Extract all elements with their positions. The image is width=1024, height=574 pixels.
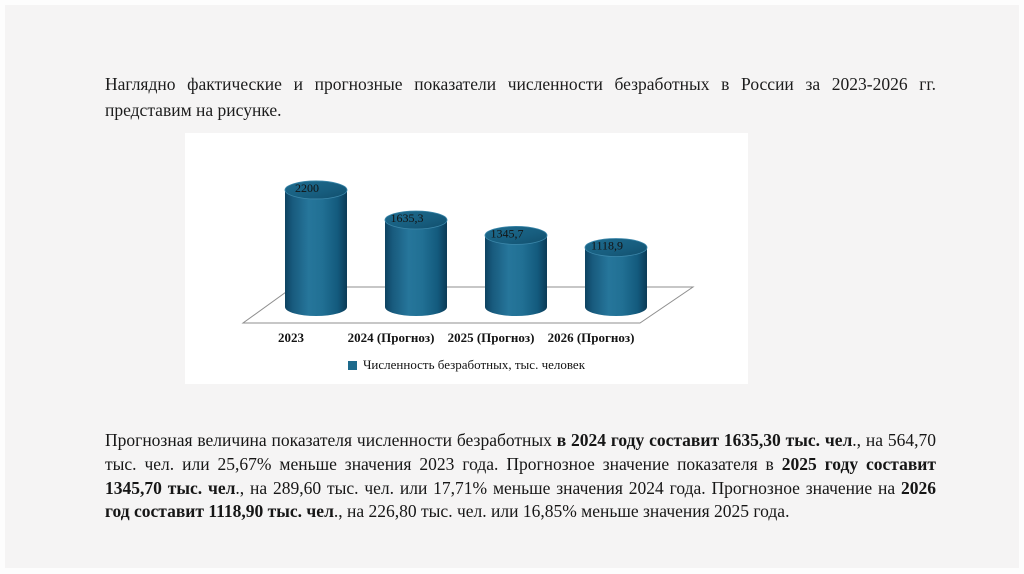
bar-value-label: 2200 — [295, 181, 319, 195]
analysis-run: ., на 226,80 тыс. чел. или 16,85% меньше… — [333, 501, 790, 522]
category-label: 2024 (Прогноз) — [348, 330, 435, 345]
cylinder-top — [284, 180, 348, 200]
legend-marker-square — [347, 360, 357, 370]
analysis-run-bold: 2025 году составит 1345,70 тыс. чел — [105, 453, 936, 498]
cylinder-body — [485, 235, 547, 316]
analysis-run-bold: в 2024 году составит 1635,30 тыс. чел — [556, 430, 853, 450]
cylinder-body — [285, 189, 347, 316]
analysis-run-bold: 2026 год составит 1118,90 тыс. чел — [105, 477, 936, 522]
category-label: 2026 (Прогноз) — [548, 330, 635, 345]
cylinder-top — [584, 238, 648, 257]
analysis-run: ., на 289,60 тыс. чел. или 17,71% меньше… — [235, 477, 901, 498]
bar-value-label: 1345,7 — [491, 226, 524, 240]
chart-legend: Численность безработных, тыс. человек — [185, 357, 748, 373]
analysis-run: Прогнозная величина показателя численнос… — [105, 430, 557, 450]
bar-value-label: 1118,9 — [591, 238, 623, 252]
cylinder-bar-2025 (Прогноз): 1345,7 — [484, 226, 548, 316]
chart-floor — [241, 286, 695, 324]
intro-paragraph: Наглядно фактические и прогнозные показа… — [105, 74, 936, 120]
cylinder-bar-2023: 2200 — [284, 180, 348, 316]
cylinder-body — [585, 247, 647, 316]
cylinder-body — [385, 220, 447, 316]
cylinder-top — [484, 226, 548, 245]
analysis-paragraph: Прогнозная величина показателя численнос… — [105, 429, 936, 524]
slide: Наглядно фактические и прогнозные показа… — [5, 5, 1019, 568]
analysis-run: ., на 564,70 тыс. чел. или 25,67% меньше… — [105, 430, 936, 474]
legend-label: Численность безработных, тыс. человек — [362, 357, 586, 372]
cylinder-chart-svg: 2200 1635,3 1345,7 1118,9 2023 2024 (Прогноз… — [241, 180, 695, 345]
cylinder-bar-2026 (Прогноз): 1118,9 — [584, 238, 648, 316]
cylinder-bar-2024 (Прогноз): 1635,3 — [384, 210, 448, 316]
bar-value-label: 1635,3 — [391, 211, 424, 225]
category-label: 2023 — [278, 330, 305, 345]
cylinder-top — [384, 210, 448, 230]
category-label: 2025 (Прогноз) — [448, 330, 535, 345]
chart-panel: 2200 1635,3 1345,7 1118,9 2023 2024 (Прогноз… — [185, 133, 748, 384]
